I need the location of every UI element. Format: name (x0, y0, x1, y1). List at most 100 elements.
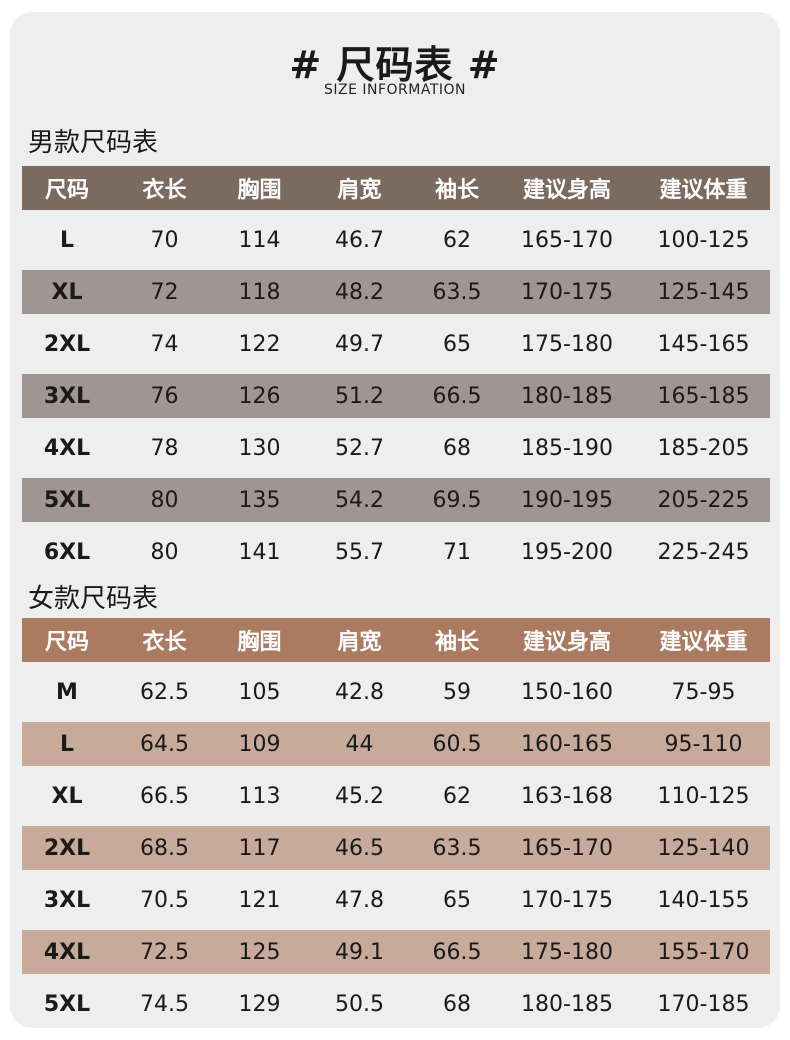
value-cell: 69.5 (432, 487, 482, 513)
table-row: L 64.5 109 44 60.5 160-165 95-110 (22, 722, 770, 766)
value-cell: 195-200 (521, 539, 613, 565)
men-size-table: 尺码 衣长 胸围 肩宽 袖长 建议身高 建议体重 L 70 114 46.7 62 165… (22, 166, 770, 574)
size-cell: 3XL (43, 887, 91, 913)
value-cell: 70 (150, 227, 179, 253)
size-cell: 4XL (43, 435, 91, 461)
table-row: M 62.5 105 42.8 59 150-160 75-95 (22, 670, 770, 714)
size-cell: XL (51, 783, 83, 809)
value-cell: 52.7 (335, 435, 384, 461)
value-cell: 42.8 (335, 679, 384, 705)
value-cell: 126 (238, 383, 281, 409)
value-cell: 66.5 (432, 939, 482, 965)
size-chart-card: # 尺码表 # SIZE INFORMATION 男款尺码表 尺码 衣长 胸围 … (10, 12, 780, 1028)
value-cell: 180-185 (521, 991, 613, 1017)
value-cell: 51.2 (335, 383, 384, 409)
value-cell: 62 (443, 227, 471, 253)
value-cell: 70.5 (140, 887, 189, 913)
value-cell: 68 (443, 991, 471, 1017)
value-cell: 80 (150, 487, 179, 513)
men-section-label: 男款尺码表 (28, 128, 159, 158)
value-cell: 63.5 (432, 279, 482, 305)
header-cell: 建议身高 (522, 630, 611, 655)
value-cell: 100-125 (657, 227, 750, 253)
header-cell: 衣长 (142, 178, 187, 203)
value-cell: 50.5 (335, 991, 384, 1017)
women-size-table: 尺码 衣长 胸围 肩宽 袖长 建议身高 建议体重 M 62.5 105 42.8 59 1… (22, 618, 770, 1026)
table-row: 5XL 74.5 129 50.5 68 180-185 170-185 (22, 982, 770, 1026)
value-cell: 155-170 (657, 939, 750, 965)
value-cell: 48.2 (335, 279, 384, 305)
header-cell: 建议体重 (659, 178, 748, 203)
value-cell: 59 (443, 679, 471, 705)
value-cell: 110-125 (657, 783, 750, 809)
value-cell: 185-205 (657, 435, 750, 461)
value-cell: 170-185 (657, 991, 750, 1017)
value-cell: 141 (238, 539, 281, 565)
table-row: 3XL 70.5 121 47.8 65 170-175 140-155 (22, 878, 770, 922)
value-cell: 74.5 (140, 991, 189, 1017)
value-cell: 65 (443, 887, 471, 913)
size-cell: 2XL (43, 331, 91, 357)
page-title: # 尺码表 # (289, 43, 501, 87)
header-cell: 胸围 (237, 630, 282, 655)
value-cell: 145-165 (657, 331, 750, 357)
value-cell: 105 (238, 679, 281, 705)
value-cell: 80 (150, 539, 179, 565)
value-cell: 66.5 (432, 383, 482, 409)
value-cell: 47.8 (335, 887, 384, 913)
table-row: XL 72 118 48.2 63.5 170-175 125-145 (22, 270, 770, 314)
value-cell: 49.1 (335, 939, 384, 965)
value-cell: 72.5 (140, 939, 189, 965)
size-cell: L (59, 227, 75, 253)
table-row: 4XL 78 130 52.7 68 185-190 185-205 (22, 426, 770, 470)
value-cell: 68 (443, 435, 471, 461)
value-cell: 122 (238, 331, 281, 357)
value-cell: 170-175 (521, 279, 613, 305)
value-cell: 117 (238, 835, 281, 861)
value-cell: 113 (238, 783, 281, 809)
value-cell: 170-175 (521, 887, 613, 913)
header-cell: 肩宽 (337, 178, 382, 203)
value-cell: 76 (150, 383, 179, 409)
value-cell: 95-110 (664, 731, 743, 757)
value-cell: 75-95 (671, 679, 736, 705)
table-row: 6XL 80 141 55.7 71 195-200 225-245 (22, 530, 770, 574)
size-cell: XL (51, 279, 83, 305)
value-cell: 68.5 (140, 835, 189, 861)
value-cell: 190-195 (521, 487, 613, 513)
value-cell: 165-185 (657, 383, 750, 409)
header-cell: 袖长 (434, 630, 479, 655)
size-cell: 5XL (43, 487, 91, 513)
value-cell: 225-245 (657, 539, 750, 565)
value-cell: 74 (150, 331, 179, 357)
value-cell: 165-170 (521, 835, 613, 861)
header-cell: 胸围 (237, 178, 282, 203)
value-cell: 65 (443, 331, 471, 357)
table-row: XL 66.5 113 45.2 62 163-168 110-125 (22, 774, 770, 818)
value-cell: 125 (238, 939, 281, 965)
value-cell: 55.7 (335, 539, 384, 565)
value-cell: 63.5 (432, 835, 482, 861)
value-cell: 140-155 (657, 887, 750, 913)
value-cell: 62.5 (140, 679, 189, 705)
table-row: 4XL 72.5 125 49.1 66.5 175-180 155-170 (22, 930, 770, 974)
value-cell: 150-160 (521, 679, 613, 705)
value-cell: 71 (443, 539, 471, 565)
value-cell: 118 (238, 279, 281, 305)
value-cell: 135 (238, 487, 281, 513)
value-cell: 175-180 (521, 939, 613, 965)
value-cell: 125-145 (657, 279, 750, 305)
size-cell: 2XL (43, 835, 91, 861)
women-table-header: 尺码 衣长 胸围 肩宽 袖长 建议身高 建议体重 (22, 618, 770, 662)
value-cell: 44 (345, 731, 374, 757)
value-cell: 163-168 (521, 783, 613, 809)
header-cell: 袖长 (434, 178, 479, 203)
value-cell: 175-180 (521, 331, 613, 357)
value-cell: 109 (238, 731, 281, 757)
header-cell: 建议体重 (659, 630, 748, 655)
header-cell: 衣长 (142, 630, 187, 655)
value-cell: 45.2 (335, 783, 384, 809)
value-cell: 205-225 (657, 487, 750, 513)
size-cell: 6XL (43, 539, 91, 565)
value-cell: 66.5 (140, 783, 189, 809)
